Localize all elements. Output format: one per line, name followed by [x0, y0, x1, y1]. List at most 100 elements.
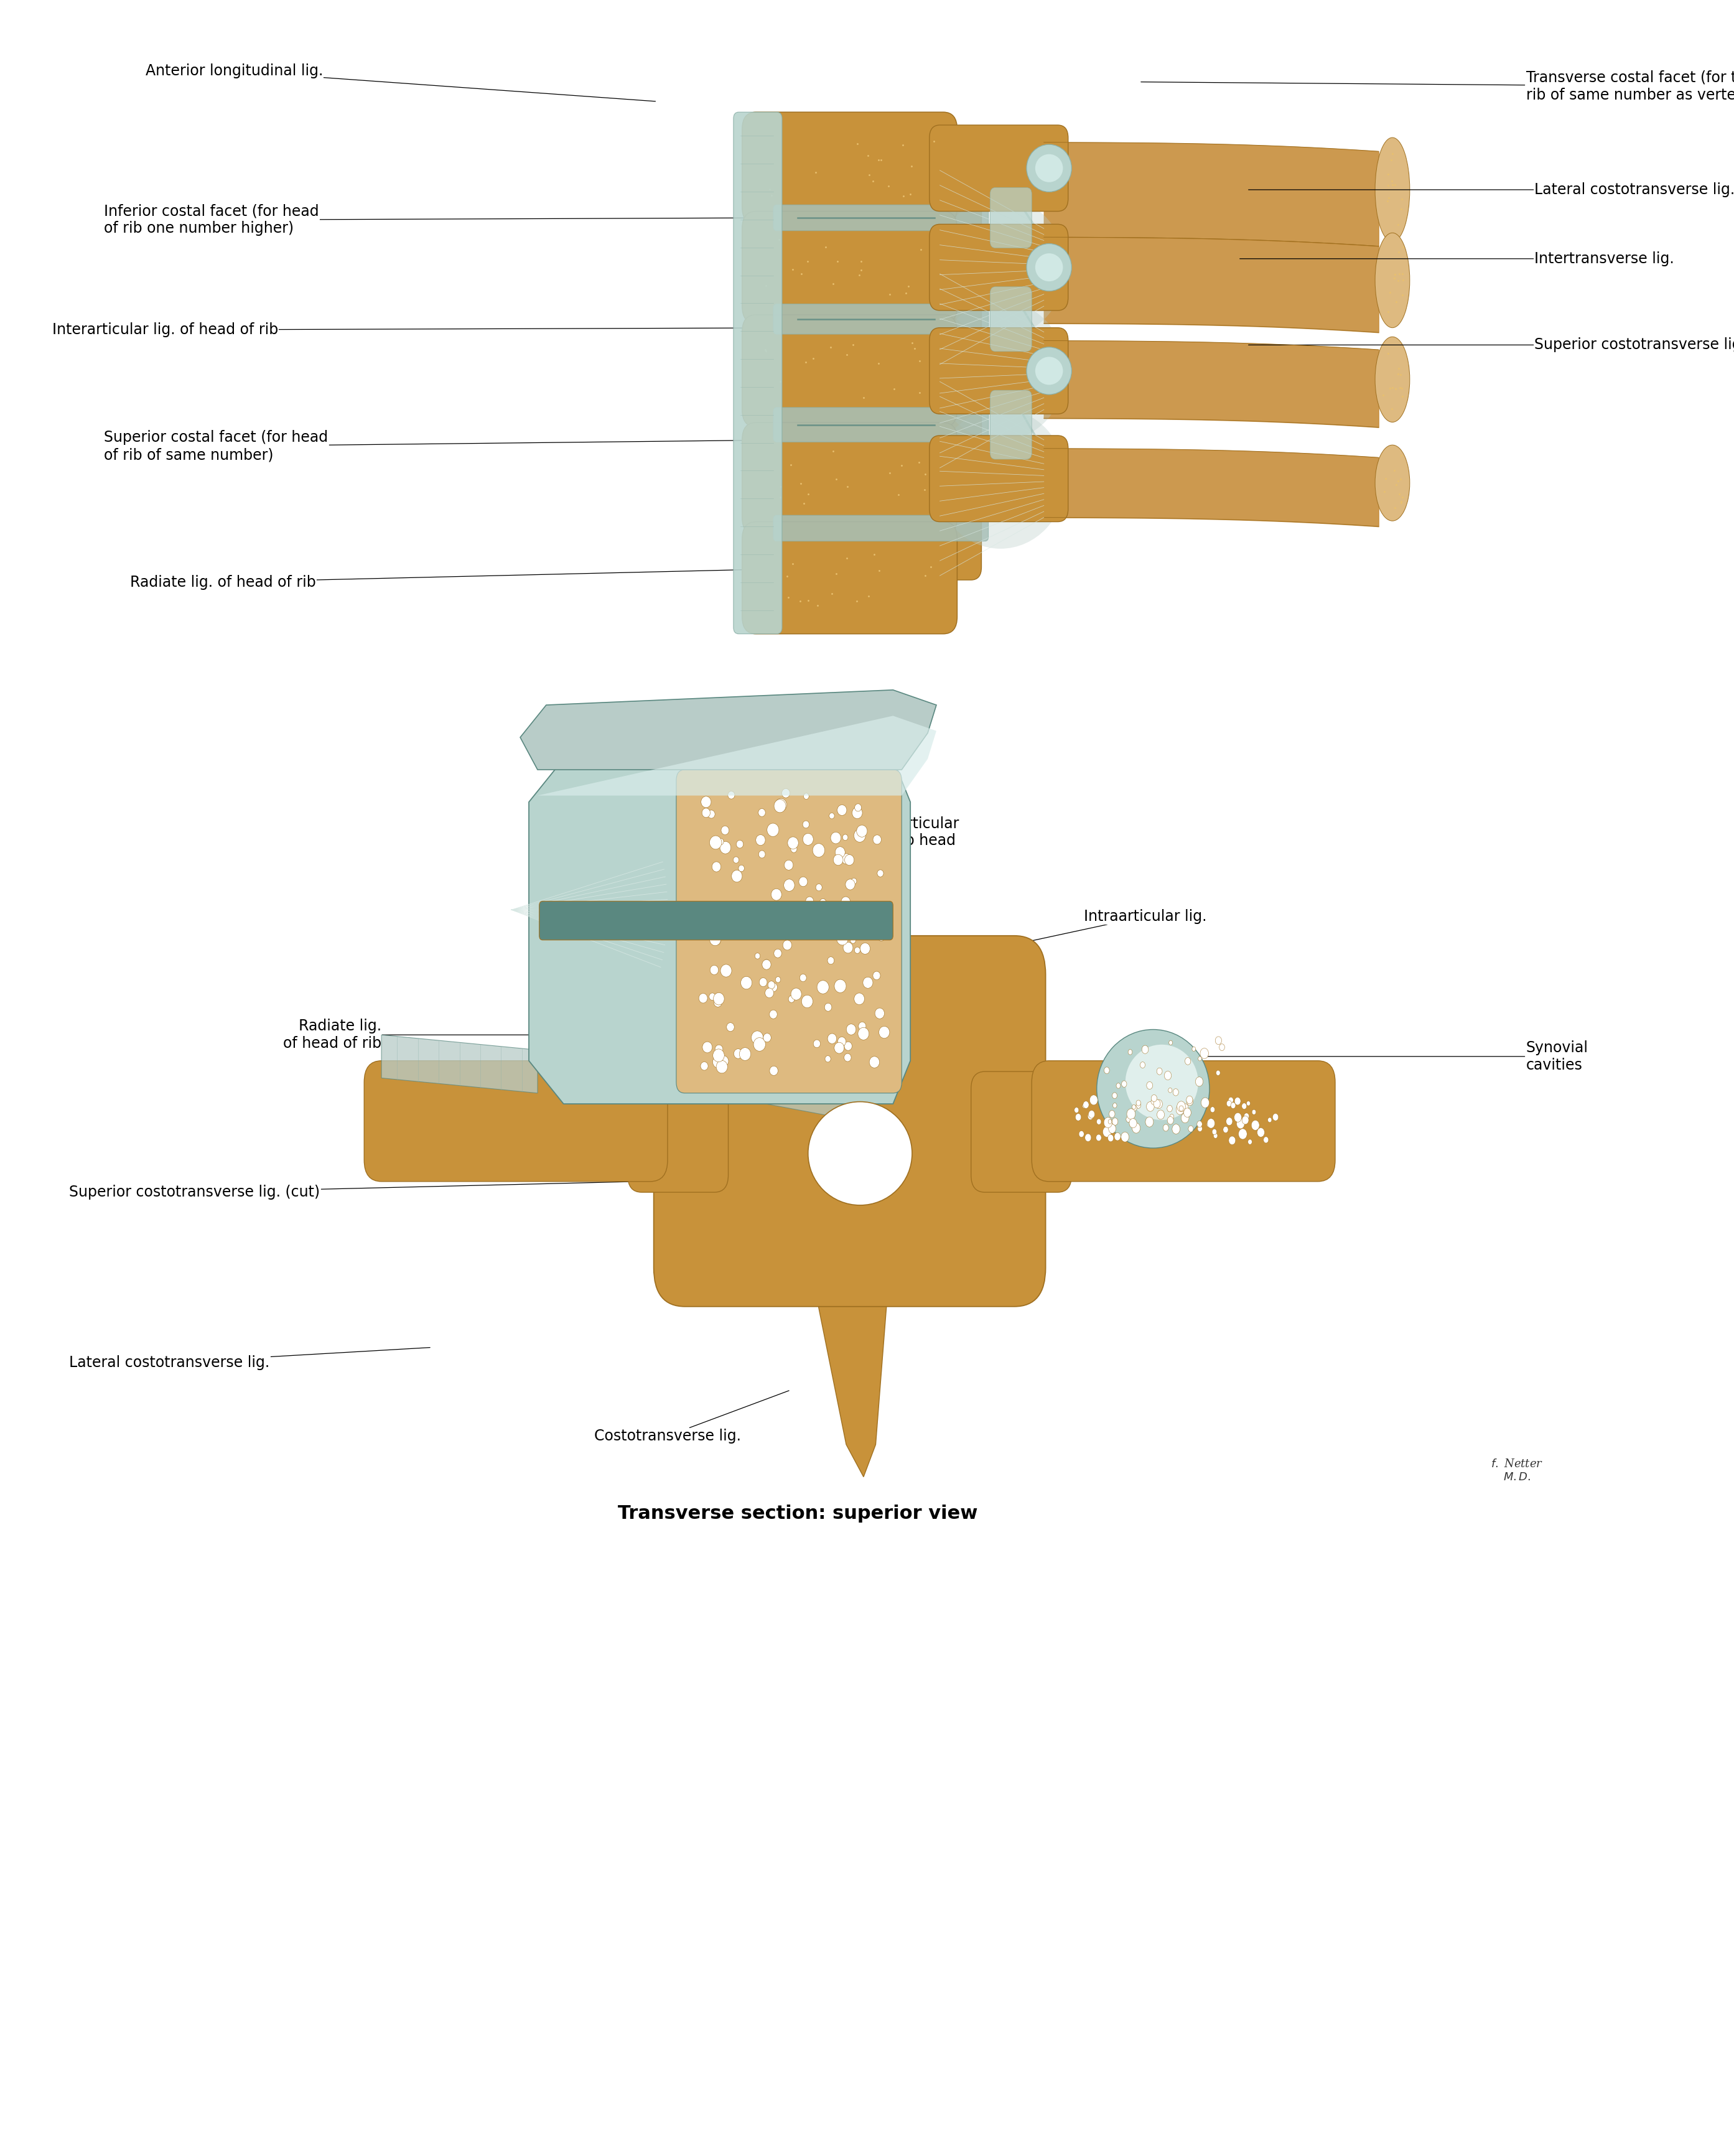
Ellipse shape: [718, 1056, 728, 1067]
Ellipse shape: [820, 899, 827, 906]
Ellipse shape: [709, 994, 716, 1000]
Ellipse shape: [1157, 1110, 1165, 1119]
Ellipse shape: [770, 1009, 777, 1020]
Ellipse shape: [1264, 1136, 1269, 1143]
Ellipse shape: [1222, 1125, 1228, 1132]
FancyBboxPatch shape: [742, 423, 957, 535]
Ellipse shape: [739, 865, 744, 871]
Text: Anterior longitudinal lig.: Anterior longitudinal lig.: [146, 65, 655, 101]
Ellipse shape: [713, 1050, 725, 1063]
Ellipse shape: [756, 834, 765, 845]
Ellipse shape: [773, 800, 786, 813]
Ellipse shape: [713, 1056, 723, 1067]
Ellipse shape: [877, 869, 884, 877]
Ellipse shape: [1157, 1067, 1162, 1074]
Text: Radiate lig. of head of rib: Radiate lig. of head of rib: [130, 569, 766, 589]
Ellipse shape: [1155, 1100, 1162, 1108]
Text: Superior costal facet (for head
of rib of same number): Superior costal facet (for head of rib o…: [104, 431, 792, 461]
Ellipse shape: [791, 987, 801, 1000]
Ellipse shape: [1252, 1110, 1255, 1115]
Ellipse shape: [1196, 1121, 1202, 1128]
Ellipse shape: [799, 877, 808, 886]
Ellipse shape: [1111, 1119, 1118, 1125]
Ellipse shape: [1151, 1095, 1157, 1102]
Ellipse shape: [857, 826, 867, 837]
Ellipse shape: [714, 938, 721, 944]
Ellipse shape: [1132, 1104, 1136, 1110]
Ellipse shape: [1231, 1102, 1236, 1108]
Ellipse shape: [817, 981, 829, 994]
Polygon shape: [381, 1035, 538, 1093]
Ellipse shape: [1141, 1046, 1148, 1054]
Ellipse shape: [754, 1037, 765, 1052]
Ellipse shape: [1105, 1067, 1110, 1074]
Ellipse shape: [713, 992, 725, 1005]
Ellipse shape: [1242, 1104, 1247, 1108]
FancyBboxPatch shape: [860, 476, 981, 580]
Ellipse shape: [1122, 1080, 1127, 1087]
Text: $\mathit{f.}$ Netter
$\mathit{M.D.}$: $\mathit{f.}$ Netter $\mathit{M.D.}$: [1491, 1457, 1543, 1483]
Ellipse shape: [1027, 144, 1072, 192]
Text: Interarticular lig. of head of rib: Interarticular lig. of head of rib: [52, 323, 829, 336]
FancyBboxPatch shape: [860, 166, 981, 270]
FancyBboxPatch shape: [733, 112, 782, 634]
Ellipse shape: [763, 1033, 772, 1041]
Ellipse shape: [851, 877, 857, 884]
Ellipse shape: [1164, 1123, 1169, 1132]
Ellipse shape: [714, 901, 723, 914]
Polygon shape: [815, 1289, 888, 1477]
Ellipse shape: [1108, 1123, 1117, 1134]
Ellipse shape: [1169, 1041, 1172, 1046]
Ellipse shape: [1110, 1110, 1115, 1117]
Ellipse shape: [754, 953, 759, 959]
Ellipse shape: [716, 1061, 728, 1074]
Ellipse shape: [803, 793, 810, 800]
Ellipse shape: [1136, 1102, 1141, 1108]
Ellipse shape: [1125, 1046, 1198, 1121]
Polygon shape: [846, 1052, 1014, 1294]
Text: Superior costotransverse lig.: Superior costotransverse lig.: [1248, 338, 1734, 351]
Ellipse shape: [844, 1041, 851, 1050]
Ellipse shape: [1198, 1125, 1202, 1132]
Ellipse shape: [1191, 1048, 1196, 1052]
Ellipse shape: [1375, 233, 1410, 328]
Polygon shape: [538, 716, 936, 796]
Ellipse shape: [1268, 1117, 1271, 1123]
Ellipse shape: [1170, 1115, 1174, 1119]
FancyBboxPatch shape: [742, 112, 957, 224]
Ellipse shape: [829, 813, 834, 819]
Text: Lateral costotransverse lig.: Lateral costotransverse lig.: [69, 1348, 430, 1369]
Ellipse shape: [1103, 1128, 1111, 1136]
Ellipse shape: [1129, 1119, 1138, 1128]
Ellipse shape: [853, 830, 865, 843]
Ellipse shape: [787, 837, 798, 849]
Ellipse shape: [1184, 1059, 1191, 1065]
Ellipse shape: [1375, 138, 1410, 241]
Polygon shape: [529, 759, 910, 1104]
Ellipse shape: [1375, 336, 1410, 423]
Ellipse shape: [1089, 1110, 1094, 1119]
Ellipse shape: [1153, 1100, 1160, 1108]
Polygon shape: [381, 1082, 538, 1164]
FancyBboxPatch shape: [971, 1072, 1072, 1192]
Ellipse shape: [855, 994, 865, 1005]
FancyBboxPatch shape: [990, 188, 1032, 248]
Ellipse shape: [759, 979, 766, 987]
FancyBboxPatch shape: [990, 287, 1032, 351]
Ellipse shape: [827, 957, 834, 964]
Ellipse shape: [701, 1061, 707, 1069]
Ellipse shape: [709, 934, 721, 946]
Ellipse shape: [1172, 1089, 1179, 1095]
FancyBboxPatch shape: [860, 267, 981, 371]
Ellipse shape: [801, 923, 810, 931]
FancyBboxPatch shape: [676, 770, 902, 1093]
Ellipse shape: [841, 854, 851, 865]
Ellipse shape: [872, 972, 881, 979]
Ellipse shape: [1075, 1112, 1082, 1121]
Ellipse shape: [1117, 1082, 1120, 1089]
Ellipse shape: [768, 981, 775, 990]
Ellipse shape: [1035, 155, 1063, 183]
Ellipse shape: [770, 983, 777, 992]
Ellipse shape: [765, 987, 773, 998]
Ellipse shape: [1226, 1100, 1231, 1106]
